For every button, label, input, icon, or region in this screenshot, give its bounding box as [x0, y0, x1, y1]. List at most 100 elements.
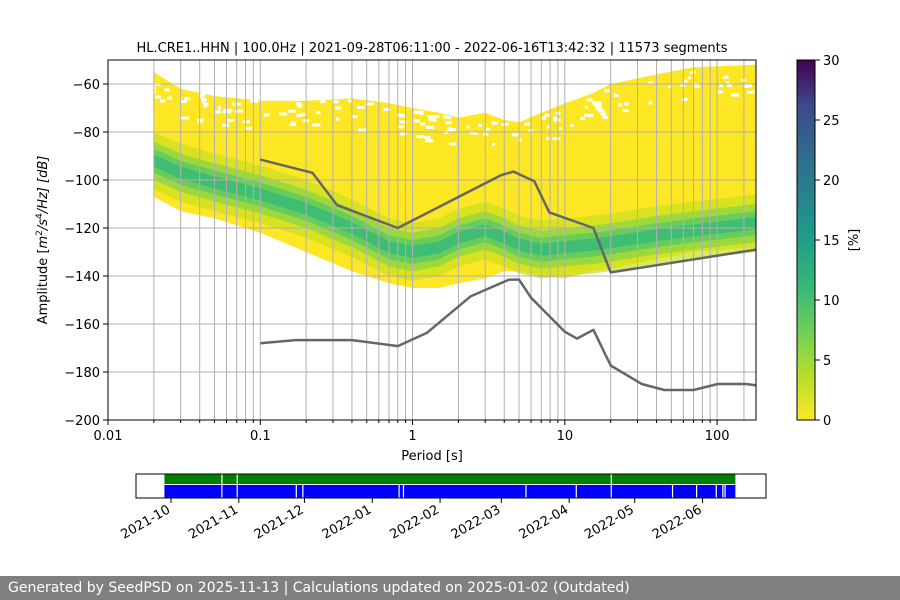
availability-row: [164, 474, 736, 484]
density-gap: [160, 99, 166, 103]
density-gap: [426, 136, 430, 140]
colorbar-tick-label: 20: [823, 174, 840, 189]
availability-gap: [610, 485, 612, 498]
density-gap: [717, 90, 724, 94]
density-gap: [725, 81, 729, 85]
density-gap: [297, 104, 303, 108]
density-heatmap: [150, 64, 756, 288]
density-gap: [199, 94, 204, 98]
density-gap: [296, 102, 302, 106]
date-axis: 2021-10 2021-11 2021-12 2022-01 2022-02 2022-…: [118, 498, 705, 543]
density-gap: [648, 101, 653, 105]
availability-gap: [671, 485, 674, 498]
density-gap: [680, 83, 685, 87]
density-gap: [296, 114, 303, 118]
plot-frame: [107, 59, 757, 421]
density-gap: [215, 110, 221, 114]
density-gap: [448, 128, 455, 132]
availability-gap: [236, 474, 238, 484]
availability-gap: [525, 485, 527, 498]
density-gap: [546, 136, 551, 140]
availability-gap: [696, 485, 698, 498]
density-gap: [600, 112, 607, 116]
density-gap: [351, 115, 358, 119]
date-tick-label: 2022-05: [582, 502, 637, 542]
density-gap: [348, 99, 352, 103]
density-gap: [365, 102, 374, 106]
density-gap: [283, 112, 288, 116]
colorbar-tick-label: 15: [823, 234, 840, 249]
density-gap: [524, 122, 530, 126]
y-tick-label: −100: [64, 174, 100, 189]
y-tick-label: −60: [73, 78, 100, 93]
availability-gap: [236, 485, 238, 498]
density-gap: [180, 116, 189, 120]
density-band: [153, 154, 756, 258]
density-gap: [201, 99, 206, 103]
availability-gap: [398, 485, 400, 498]
density-gap: [335, 106, 342, 110]
model-lines: [259, 158, 756, 392]
density-gap: [584, 105, 589, 109]
density-gap: [586, 98, 593, 102]
colorbar-tick-label: 0: [823, 414, 831, 429]
density-gap: [516, 133, 520, 137]
availability-gap: [724, 485, 726, 498]
colorbar-tick-label: 30: [823, 54, 840, 69]
colorbar-tick-label: 10: [823, 294, 840, 309]
density-gap: [668, 85, 672, 89]
colorbar-tick-label: 5: [823, 354, 831, 369]
availability-gap: [575, 485, 577, 498]
density-gap: [466, 125, 470, 129]
date-tick-label: 2022-04: [517, 502, 572, 542]
density-gap: [622, 109, 629, 112]
density-gap: [723, 75, 729, 79]
density-gap: [150, 86, 156, 90]
density-gap: [312, 123, 321, 127]
density-band: [153, 148, 756, 264]
density-gap: [291, 121, 295, 124]
date-tick-label: 2022-06: [650, 502, 705, 542]
density-gap: [544, 113, 551, 117]
density-gap: [414, 110, 423, 114]
availability-gap: [402, 485, 405, 498]
density-gap: [486, 127, 491, 131]
density-gap: [431, 115, 440, 119]
density-gap: [443, 115, 449, 119]
density-gap: [203, 104, 208, 108]
x-tick-label: 100: [705, 429, 730, 444]
density-gap: [250, 99, 259, 103]
density-gap: [648, 81, 654, 85]
x-grid: [153, 60, 745, 420]
density-gap: [593, 102, 602, 106]
density-gap: [383, 108, 391, 111]
density-gap: [552, 137, 561, 141]
density-gap: [469, 131, 479, 135]
density-gap: [358, 128, 366, 132]
density-gap: [595, 107, 603, 111]
date-tick-label: 2022-03: [449, 502, 504, 542]
date-tick-label: 2022-02: [388, 502, 443, 542]
density-gap: [559, 126, 563, 130]
density-gap: [245, 126, 253, 130]
y-tick-label: −160: [64, 318, 100, 333]
x-tick-label: 0.1: [250, 429, 271, 444]
density-gap: [727, 84, 732, 88]
date-tick-label: 2021-12: [252, 502, 307, 542]
density-gap: [315, 110, 321, 114]
date-tick-label: 2021-10: [118, 502, 173, 542]
density-gap: [546, 125, 551, 129]
density-gap: [584, 113, 594, 117]
y-tick-label: −80: [73, 126, 100, 141]
density-gap: [224, 108, 233, 112]
date-tick-label: 2022-01: [320, 502, 375, 542]
density-gap: [416, 135, 424, 139]
density-gap: [624, 102, 629, 106]
density-gap: [604, 89, 610, 93]
density-gap: [288, 109, 296, 113]
y-axis: −60 −80 −100 −120 −140 −160 −180 −200: [64, 78, 108, 429]
density-gap: [400, 132, 407, 136]
availability-gap: [715, 485, 717, 498]
colorbar-label: [%]: [847, 229, 862, 252]
chart-title: HL.CRE1..HHN | 100.0Hz | 2021-09-28T06:1…: [136, 41, 727, 56]
